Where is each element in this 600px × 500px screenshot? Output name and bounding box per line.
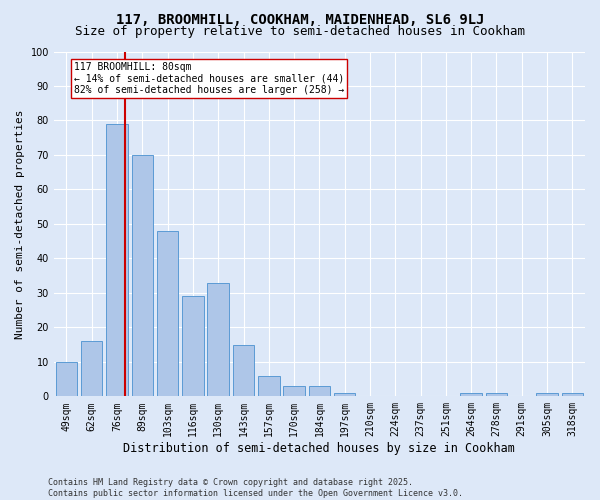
Bar <box>536 393 558 396</box>
Text: Contains HM Land Registry data © Crown copyright and database right 2025.
Contai: Contains HM Land Registry data © Crown c… <box>48 478 463 498</box>
Bar <box>131 155 153 396</box>
Bar <box>486 393 507 396</box>
Bar <box>283 386 305 396</box>
Bar <box>81 341 103 396</box>
Bar <box>182 296 203 396</box>
Bar <box>258 376 280 396</box>
X-axis label: Distribution of semi-detached houses by size in Cookham: Distribution of semi-detached houses by … <box>124 442 515 455</box>
Y-axis label: Number of semi-detached properties: Number of semi-detached properties <box>15 109 25 338</box>
Text: 117 BROOMHILL: 80sqm
← 14% of semi-detached houses are smaller (44)
82% of semi-: 117 BROOMHILL: 80sqm ← 14% of semi-detac… <box>74 62 344 95</box>
Text: Size of property relative to semi-detached houses in Cookham: Size of property relative to semi-detach… <box>75 25 525 38</box>
Bar <box>562 393 583 396</box>
Bar <box>233 344 254 397</box>
Bar <box>208 282 229 397</box>
Bar <box>334 393 355 396</box>
Bar <box>308 386 330 396</box>
Bar <box>56 362 77 396</box>
Text: 117, BROOMHILL, COOKHAM, MAIDENHEAD, SL6 9LJ: 117, BROOMHILL, COOKHAM, MAIDENHEAD, SL6… <box>116 12 484 26</box>
Bar <box>106 124 128 396</box>
Bar <box>460 393 482 396</box>
Bar <box>157 231 178 396</box>
